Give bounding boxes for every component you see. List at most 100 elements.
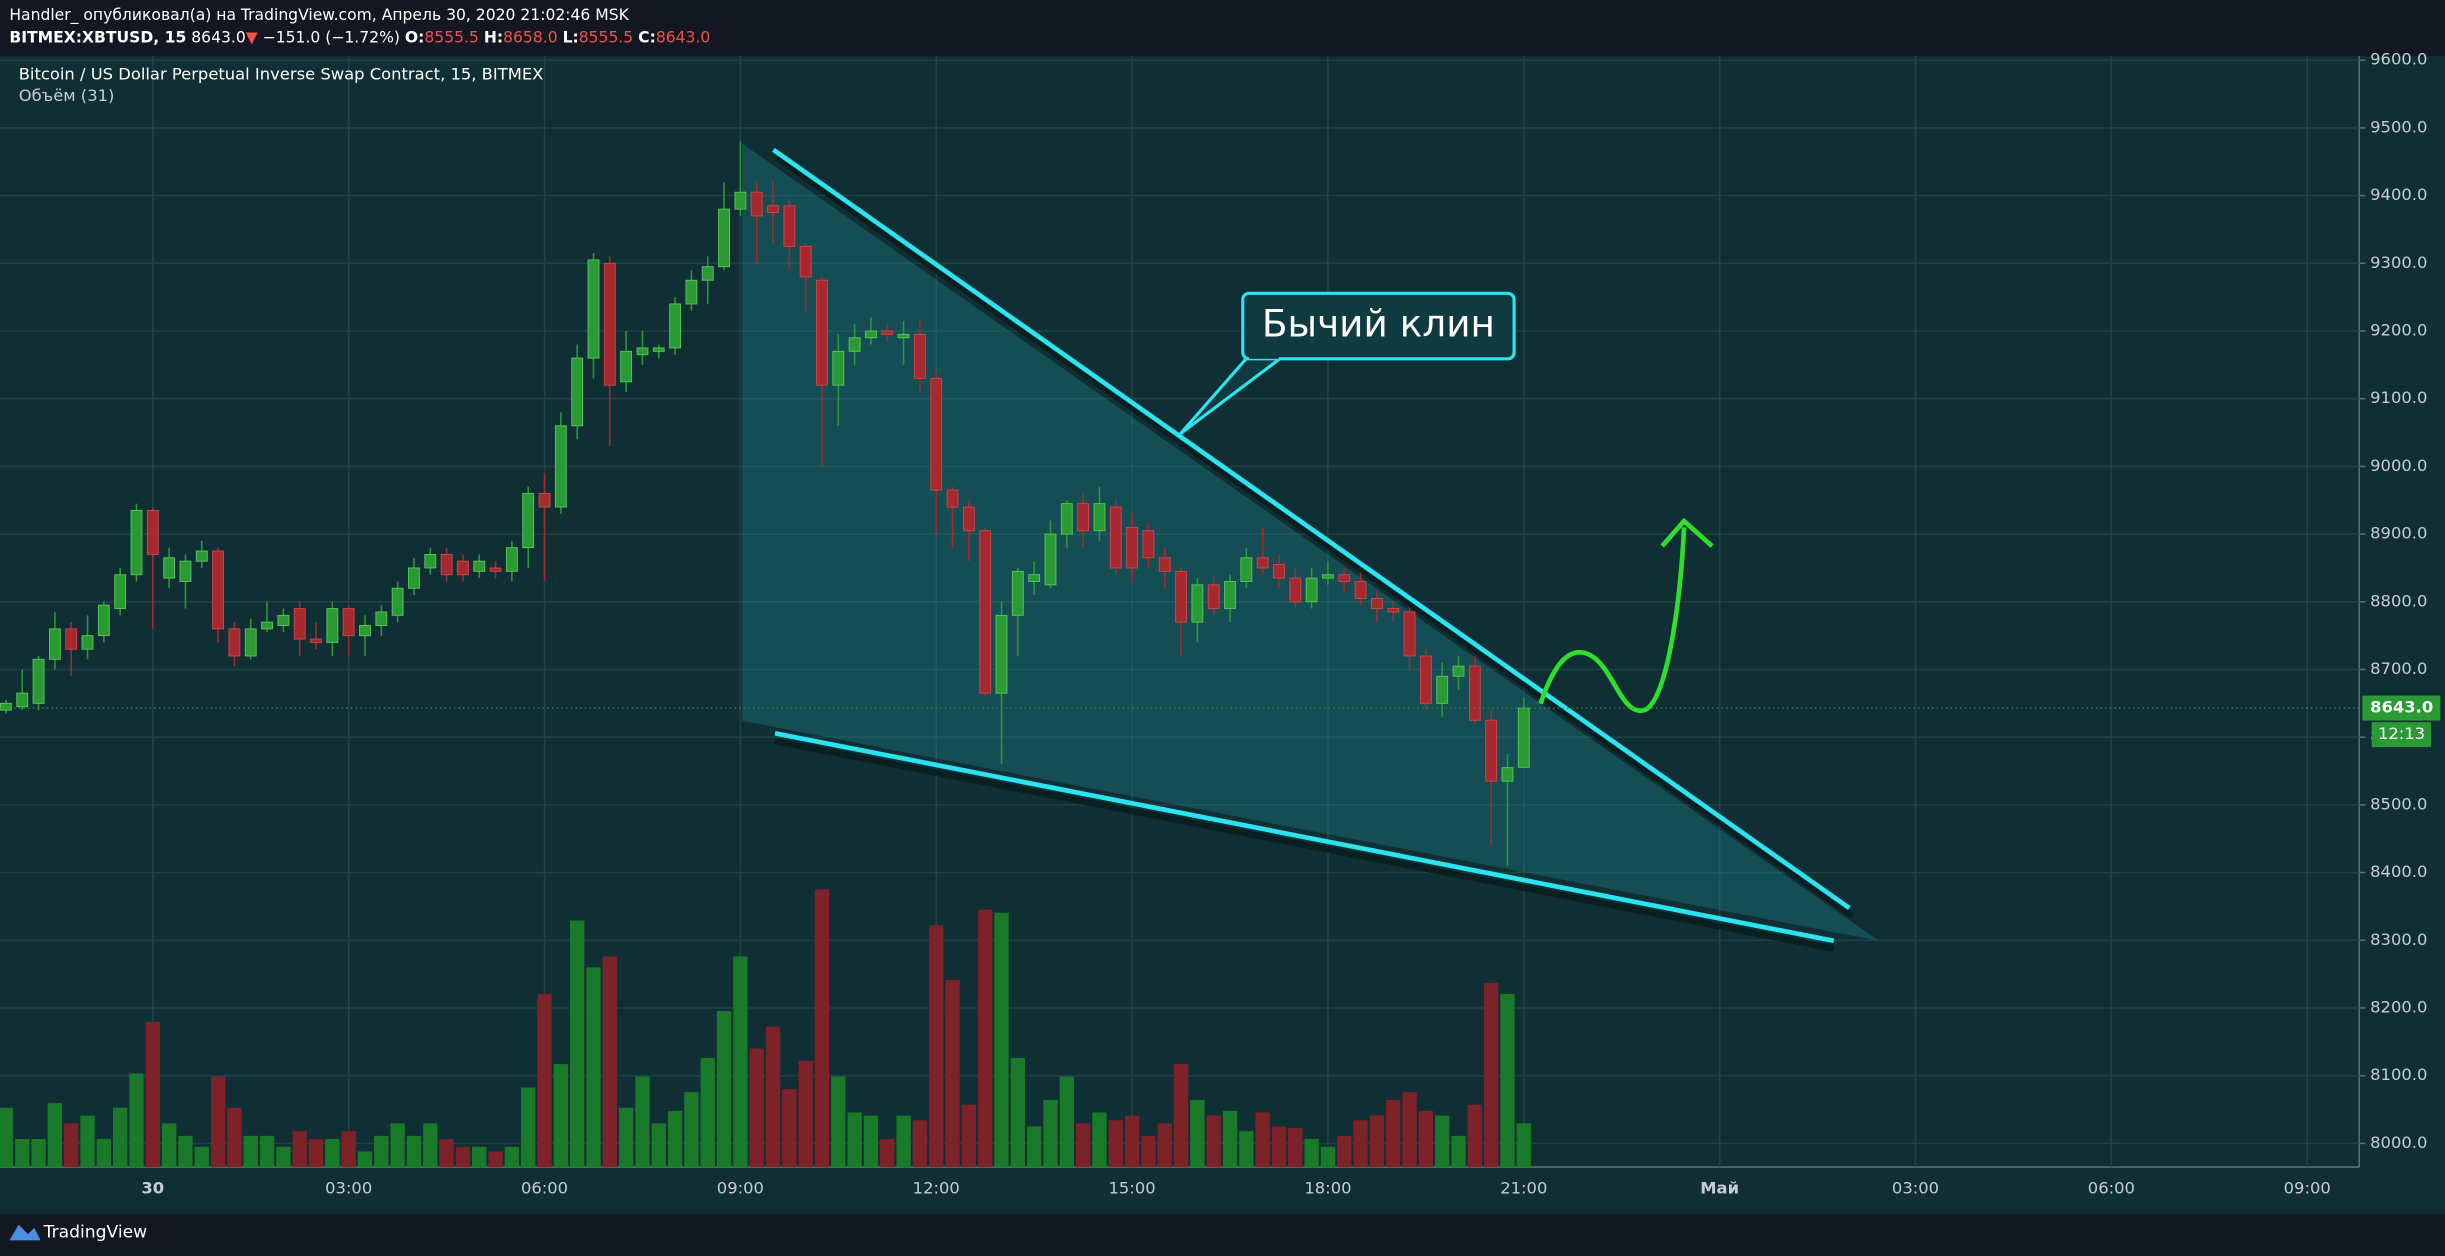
volume-bar	[1124, 1115, 1140, 1168]
x-tick-label: 12:00	[913, 1178, 960, 1197]
candle-body	[1322, 574, 1334, 579]
volume-bar	[308, 1138, 324, 1168]
candle-body	[1207, 584, 1220, 610]
volume-bar	[161, 1123, 177, 1168]
volume-bar	[423, 1123, 438, 1168]
candle-body	[1109, 506, 1122, 569]
x-tick-label: 06:00	[521, 1178, 568, 1197]
volume-bar	[1075, 1123, 1091, 1168]
candle-body	[473, 560, 486, 572]
arrow-head	[1660, 517, 1714, 548]
volume-bar	[227, 1107, 242, 1168]
volume-bar	[439, 1138, 454, 1168]
candle-body	[489, 567, 502, 572]
candle-body	[946, 489, 959, 508]
x-tick-label: 21:00	[1500, 1178, 1547, 1197]
volume-bar	[929, 925, 944, 1168]
candle-body	[424, 553, 437, 569]
y-tick-label: 8400.0	[2370, 862, 2427, 881]
volume-bar	[537, 993, 552, 1168]
volume-bar	[325, 1138, 340, 1168]
volume-bar	[472, 1146, 487, 1168]
candle-body	[163, 557, 176, 579]
volume-bar	[945, 979, 960, 1168]
volume-bar	[276, 1146, 291, 1168]
volume-bar	[243, 1135, 258, 1168]
candle-body	[326, 608, 339, 643]
x-tick-label: Май	[1700, 1178, 1739, 1197]
y-tick-label: 8000.0	[2370, 1133, 2427, 1152]
volume-bar	[341, 1131, 356, 1168]
y-tick-label: 8900.0	[2370, 524, 2427, 543]
candle-body	[1224, 581, 1236, 610]
candle-body	[995, 614, 1008, 694]
volume-bar	[1402, 1092, 1417, 1168]
candle-body	[32, 658, 45, 704]
volume-bar	[716, 1011, 732, 1168]
volume-bar	[504, 1146, 520, 1168]
grid	[0, 56, 2360, 1168]
candle-body	[1289, 577, 1302, 603]
candle-body	[554, 425, 567, 508]
candle-body	[1158, 557, 1171, 572]
candle-body	[1240, 557, 1253, 582]
candle-body	[783, 205, 796, 247]
volume-bar	[357, 1151, 373, 1168]
candle-body	[97, 604, 110, 637]
wedge-area	[742, 143, 1879, 941]
candle-body	[1175, 570, 1187, 623]
candle-body	[440, 553, 453, 576]
volume-bar	[651, 1123, 666, 1168]
y-tick-label: 9400.0	[2370, 185, 2427, 204]
arrow-path	[1538, 527, 1687, 714]
volume-bar	[798, 1060, 813, 1168]
candle-body	[1452, 665, 1465, 677]
candle-body	[701, 266, 714, 281]
volume-bar	[978, 909, 993, 1168]
candle-body	[146, 509, 159, 555]
candle-body	[310, 638, 322, 643]
y-tick-label: 9500.0	[2370, 117, 2427, 136]
volume-bar	[1255, 1112, 1270, 1168]
wedge-shadow	[774, 155, 1855, 919]
volume-bar	[1157, 1123, 1172, 1168]
ohlc-value: 8555.5	[579, 28, 633, 46]
y-tick-label: 8700.0	[2370, 659, 2427, 678]
candle-body	[962, 506, 975, 532]
candle-body	[718, 208, 730, 268]
volume-bar	[782, 1089, 797, 1168]
candle-body	[799, 245, 812, 278]
volume-bar	[1386, 1099, 1401, 1168]
volume-bar	[112, 1107, 128, 1168]
y-tick-label: 8500.0	[2370, 794, 2427, 813]
candle-body	[505, 547, 518, 572]
candle-body	[571, 357, 584, 427]
candle-body	[652, 347, 665, 352]
axes: 8000.08100.08200.08300.08400.08500.08600…	[0, 50, 2441, 1197]
volume-bar	[1483, 982, 1499, 1168]
volume-bar	[553, 1064, 569, 1168]
brand: TradingView	[43, 1223, 148, 1243]
candle-body	[1387, 608, 1400, 613]
candle-body	[179, 560, 192, 582]
candle-body	[734, 191, 747, 210]
candle-body	[1028, 574, 1041, 582]
volume-bar	[1010, 1057, 1026, 1168]
volume-bar	[1435, 1115, 1450, 1168]
y-tick-label: 9300.0	[2370, 253, 2427, 272]
candle-body	[603, 262, 616, 386]
last-price: 8643.0	[191, 28, 245, 46]
volume-bar	[1320, 1146, 1336, 1168]
symbol: BITMEX:XBTUSD, 15	[9, 28, 186, 46]
ohlc-label: H:	[484, 28, 503, 46]
candle-body	[832, 350, 845, 386]
callout-tail	[1179, 356, 1283, 435]
change: −151.0 (−1.72%)	[263, 28, 400, 46]
volume-bar	[1222, 1110, 1238, 1168]
volume-bar	[292, 1131, 307, 1168]
volume-bar	[64, 1123, 79, 1168]
candles	[0, 141, 1530, 866]
volume-bar	[1108, 1120, 1123, 1168]
candle-body	[130, 509, 143, 576]
candle-body	[767, 205, 779, 214]
